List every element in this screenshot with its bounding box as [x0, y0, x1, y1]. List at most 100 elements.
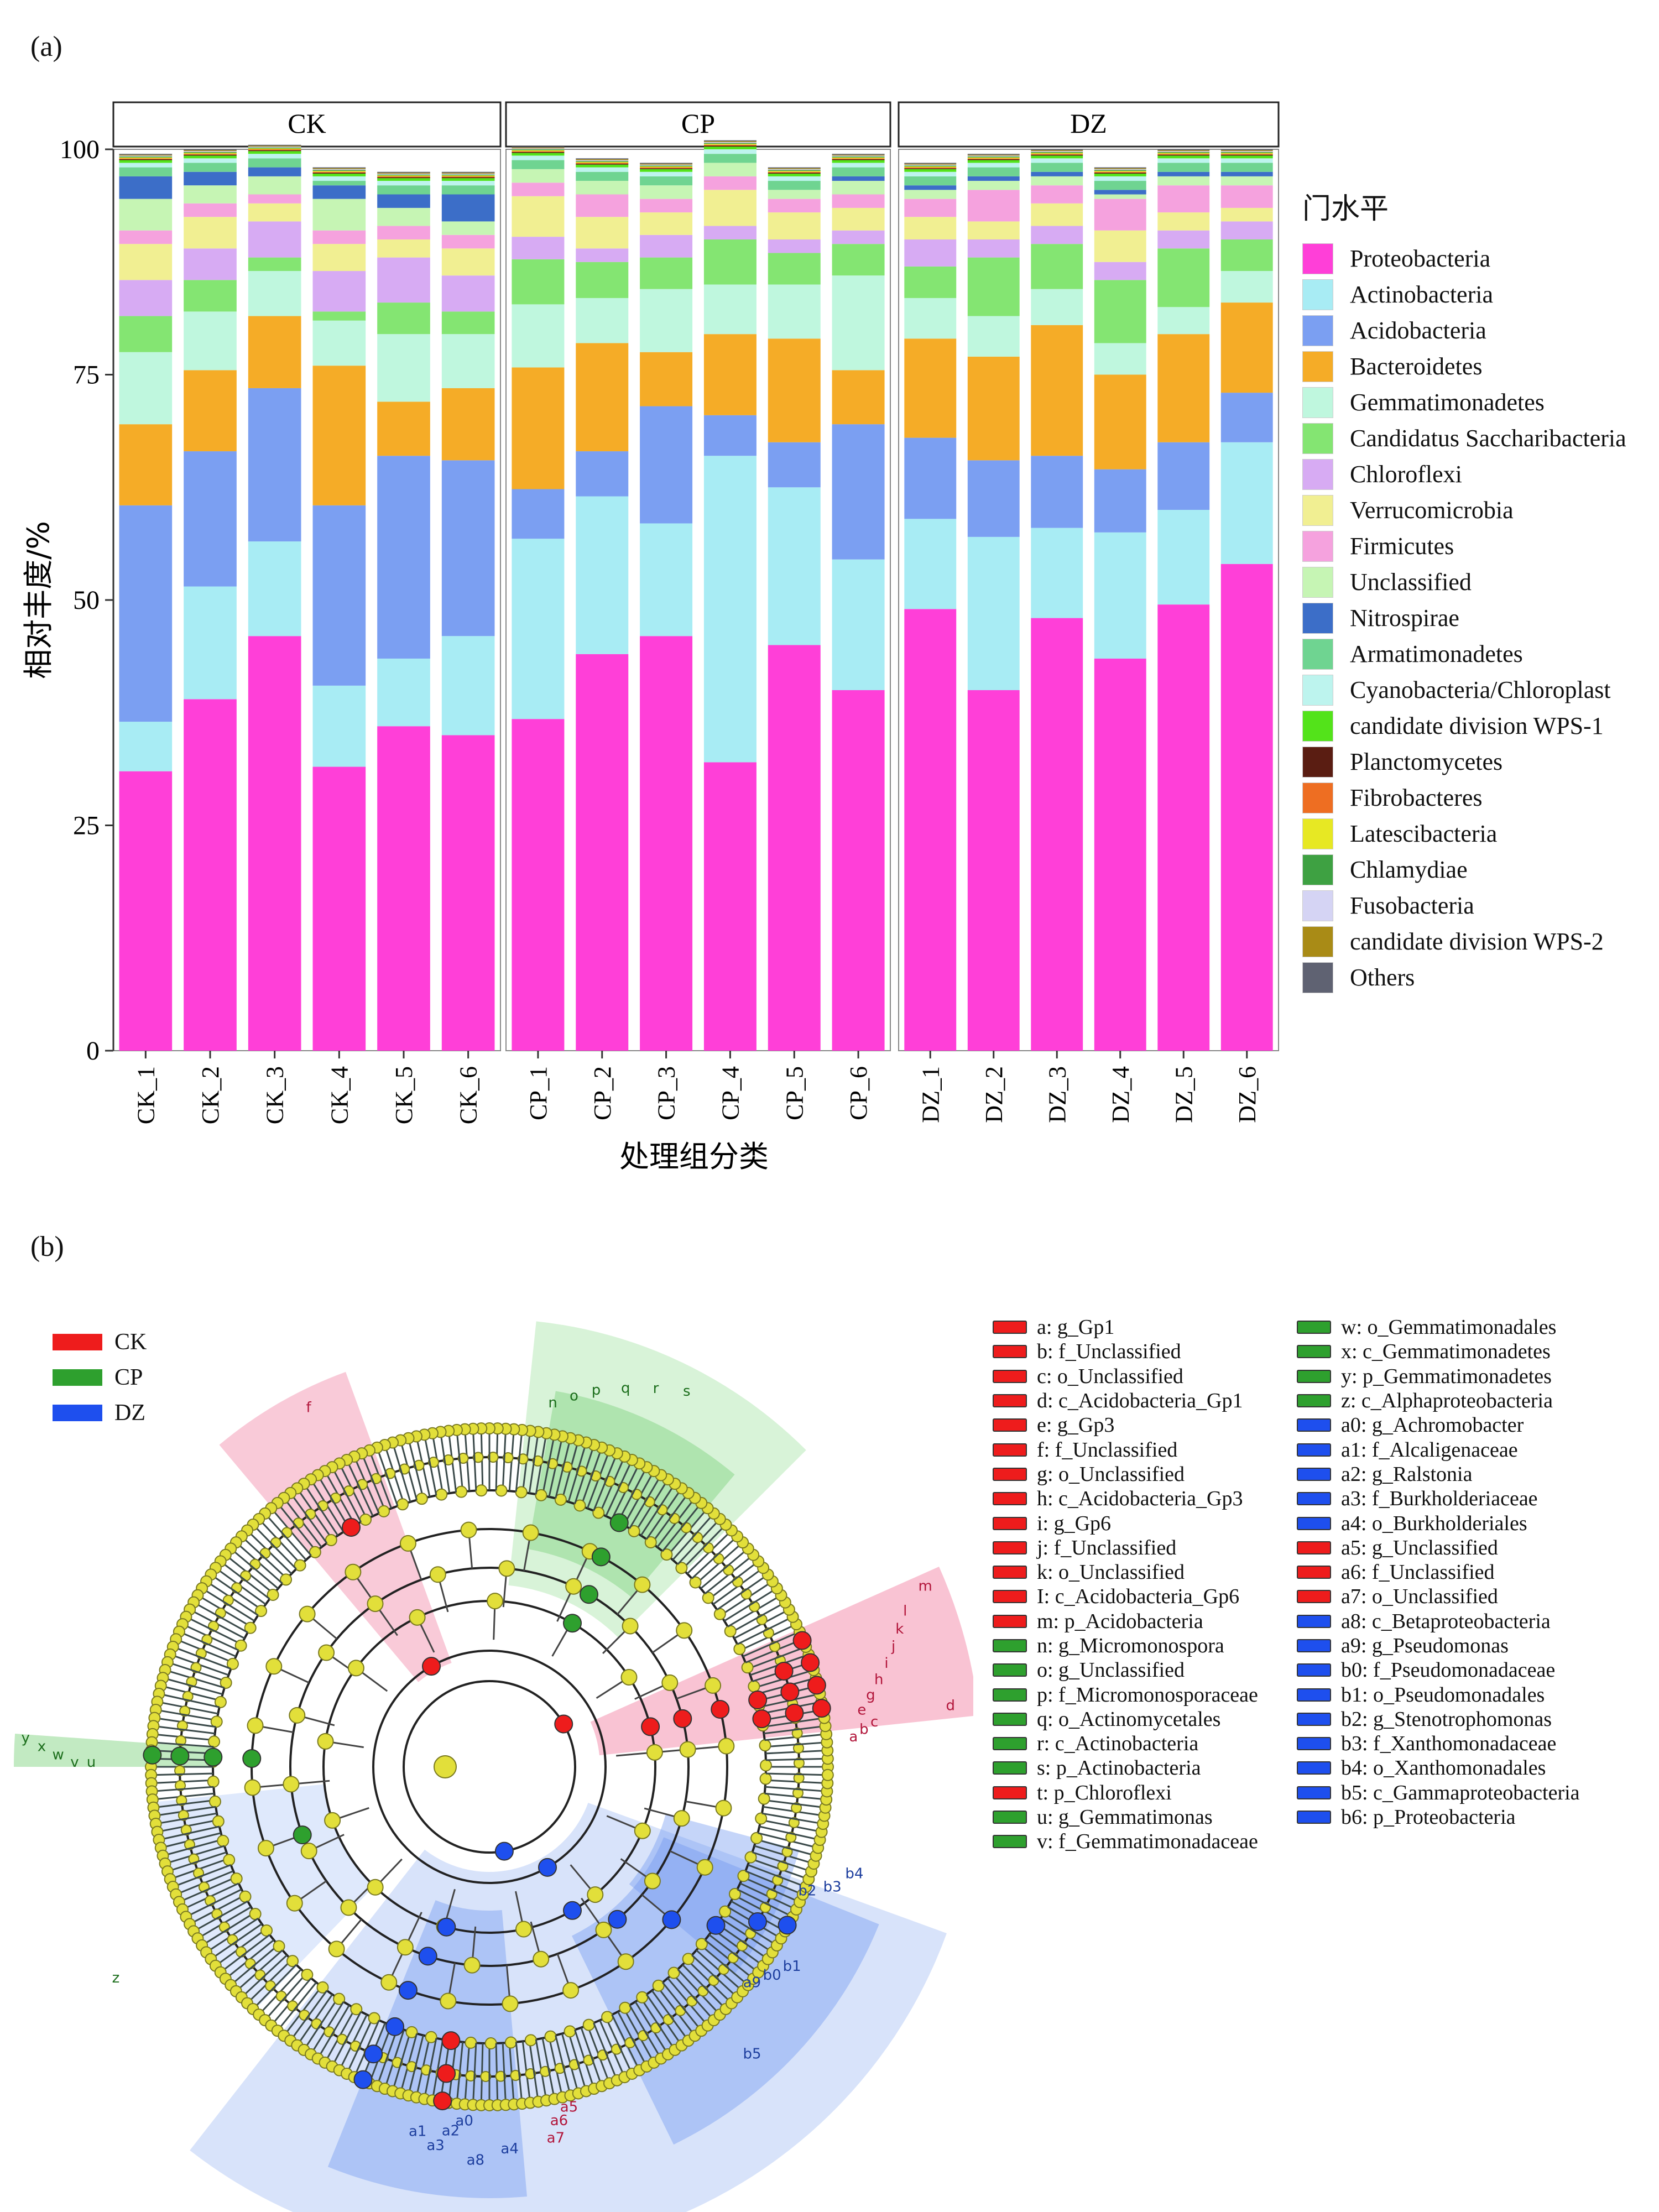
bar-segment — [967, 239, 1020, 258]
taxon-legend-item: x: c_Gemmatimonadetes — [1297, 1339, 1580, 1364]
bar-segment — [512, 196, 565, 237]
bar-segment — [312, 685, 366, 767]
bar-segment — [1220, 158, 1273, 163]
leaf-branch — [691, 1954, 737, 1997]
bar-segment — [441, 388, 495, 461]
bar-segment — [184, 586, 237, 700]
leaf-node — [267, 1588, 279, 1601]
taxon-legend-label: z: c_Alphaproteobacteria — [1341, 1389, 1553, 1413]
leaf-branch — [761, 1812, 822, 1825]
inner-node — [515, 1921, 532, 1938]
clade-letter-label: p — [592, 1382, 601, 1399]
bar-segment — [512, 304, 565, 368]
leaf-node — [333, 1992, 346, 2005]
leaf-branch — [567, 1443, 587, 1503]
bar-segment — [312, 366, 366, 505]
bar-segment — [832, 154, 885, 155]
leaf-branch — [152, 1772, 213, 1776]
clade-node — [441, 2031, 461, 2051]
leaf-branch — [756, 1838, 815, 1856]
leaf-node — [758, 1792, 770, 1805]
leaf-branch — [629, 2005, 661, 2058]
bar-segment — [441, 234, 495, 249]
leaf-branch — [759, 1825, 819, 1841]
leaf-node — [273, 1940, 285, 1953]
bar-segment — [1031, 244, 1083, 289]
inner-node — [289, 1707, 306, 1724]
leaf-node — [175, 1735, 186, 1746]
bar-segment — [312, 176, 366, 181]
bar-segment — [441, 221, 495, 235]
bar-segment — [703, 226, 757, 239]
bar-segment — [640, 167, 693, 169]
bar-segment — [967, 155, 1020, 157]
leaf-node — [368, 2012, 380, 2025]
leaf-node — [636, 1991, 649, 2004]
clade-node — [143, 1745, 162, 1765]
bar-segment — [640, 163, 693, 164]
leaf-node — [728, 1888, 741, 1901]
taxon-legend-label: o: g_Unclassified — [1037, 1658, 1185, 1682]
bar-segment — [640, 166, 693, 168]
bar-segment — [1094, 199, 1146, 231]
bar-segment — [768, 338, 821, 442]
clade-node — [437, 1917, 456, 1937]
bar-segment — [703, 239, 757, 285]
inner-node — [696, 1859, 713, 1876]
leaf-node — [792, 1743, 804, 1754]
bar-segment — [576, 654, 629, 1051]
leaf-branch — [541, 1436, 555, 1496]
bar-segment — [512, 539, 565, 719]
legend-swatch — [1302, 422, 1333, 454]
leaf-node — [415, 1493, 428, 1505]
bar-segment — [640, 164, 693, 166]
legend-swatch — [1302, 530, 1333, 562]
taxon-legend-item: b1: o_Pseudomonadales — [1297, 1682, 1580, 1707]
bar-segment — [441, 178, 495, 181]
leaf-node — [791, 1728, 803, 1739]
bar-segment — [1220, 151, 1273, 152]
clade-node — [641, 1717, 660, 1736]
leaf-node — [214, 1695, 227, 1708]
group-legend-label: DZ — [114, 1400, 145, 1426]
bar-segment — [1157, 154, 1210, 155]
x-tick-label: CK_1 — [132, 1066, 159, 1124]
inner-node — [679, 1741, 696, 1758]
leaf-node — [260, 1924, 273, 1937]
legend-swatch — [1302, 674, 1333, 706]
bar-segment — [1157, 442, 1210, 510]
taxon-legend-label: b1: o_Pseudomonadales — [1341, 1683, 1545, 1707]
bar-segment — [119, 176, 173, 199]
bar-segment — [1031, 163, 1083, 172]
leaf-node — [244, 1958, 256, 1969]
bar-segment — [832, 163, 885, 168]
bar-segment — [640, 289, 693, 352]
inner-node — [318, 1644, 335, 1661]
leaf-node — [702, 1542, 714, 1553]
leaf-branch — [682, 1964, 726, 2009]
x-tick-label: DZ_2 — [980, 1066, 1008, 1123]
taxon-legend-swatch — [993, 1345, 1027, 1359]
bar-segment — [640, 406, 693, 524]
leaf-node — [236, 1946, 247, 1958]
bar-segment — [248, 147, 301, 149]
leaf-branch — [242, 1536, 288, 1579]
bar-segment — [248, 148, 301, 149]
facet-panel — [505, 149, 891, 1051]
bar-segment — [248, 154, 301, 159]
bar-segment — [967, 316, 1020, 357]
leaf-node — [210, 1715, 223, 1728]
leaf-node — [744, 1851, 757, 1864]
leaf-node — [435, 1488, 448, 1501]
clade-letter-label: a8 — [467, 2152, 484, 2169]
leaf-node — [255, 1605, 268, 1618]
leaf-branch — [593, 2022, 618, 2080]
leaf-branch — [253, 1964, 297, 2009]
leaf-branch — [737, 1616, 792, 1645]
bar-segment — [248, 221, 301, 258]
bar-segment — [576, 167, 629, 172]
leaf-branch — [156, 1709, 217, 1721]
clade-letter-label: k — [895, 1621, 904, 1637]
facet-panel — [113, 149, 501, 1051]
bar-segment — [768, 167, 821, 169]
